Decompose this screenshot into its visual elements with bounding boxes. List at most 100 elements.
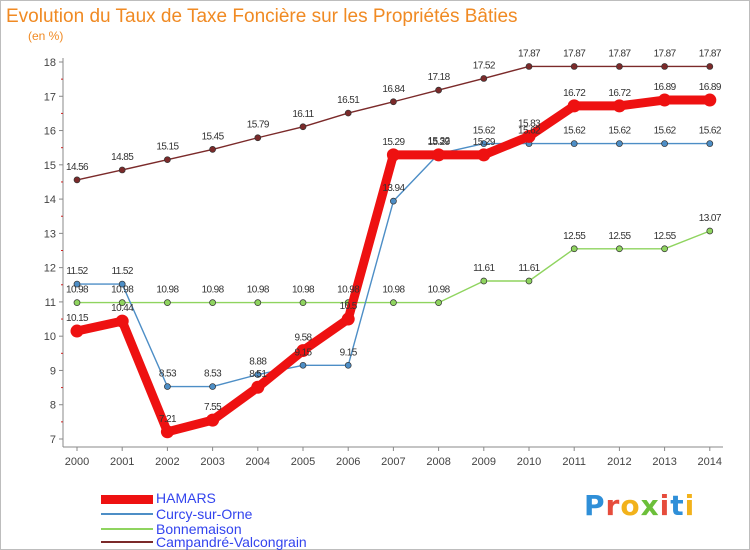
data-point [73,280,81,288]
data-point [118,299,126,306]
data-label: 16.84 [382,84,405,95]
x-tick-label: 2006 [336,456,360,468]
x-tick-label: 2007 [381,456,405,468]
legend-label-curcy: Curcy-sur-Orne [156,506,253,522]
data-point [73,176,81,184]
data-point [477,148,491,162]
x-tick-label: 2012 [607,456,631,468]
data-label: 9.58 [294,333,312,344]
data-label: 17.52 [473,60,496,71]
data-label: 8.53 [159,369,177,380]
data-point [616,63,623,70]
data-label: 17.87 [608,48,631,59]
x-tick-label: 2005 [291,456,315,468]
data-point [254,299,262,306]
data-label: 10.98 [202,285,225,296]
data-label: 16.89 [654,82,677,93]
logo-letter: x [640,489,660,522]
x-tick-label: 2010 [517,456,541,468]
data-point [570,245,578,253]
data-point [254,371,262,378]
data-point [525,63,533,70]
data-label: 15.29 [428,137,451,148]
data-label: 15.62 [473,126,496,137]
data-label: 10.15 [66,313,89,324]
data-point [390,197,397,205]
data-point [209,299,216,306]
data-label: 10.98 [111,285,134,296]
data-label: 10.98 [66,285,89,296]
data-label: 10.98 [292,285,315,296]
data-label: 8.51 [249,369,267,380]
data-label: 15.79 [247,120,270,131]
data-label: 17.87 [654,48,677,59]
data-point [390,98,397,106]
data-label: 9.15 [340,347,358,358]
y-tick-label: 7 [50,434,56,446]
x-tick-label: 2000 [65,456,89,468]
data-point [570,63,578,70]
x-tick-label: 2001 [110,456,134,468]
data-label: 10.5 [340,301,358,312]
data-point [661,245,668,253]
y-tick-label: 14 [44,194,56,206]
data-point [299,123,307,131]
legend-swatch-curcy [101,513,153,515]
x-tick-label: 2013 [652,456,676,468]
data-label: 15.62 [654,126,677,137]
logo-letter: r [605,489,621,522]
data-point [432,148,446,162]
data-label: 14.56 [66,162,89,173]
data-label: 15.62 [608,126,631,137]
data-point [480,277,488,285]
data-label: 17.87 [563,48,586,59]
data-point [341,312,355,326]
logo-letter: P [584,489,606,522]
data-label: 7.55 [204,402,222,413]
data-point [616,140,623,147]
data-label: 10.98 [156,285,179,296]
data-label: 16.89 [699,82,722,93]
data-point [115,314,129,328]
data-label: 15.62 [699,126,722,137]
x-tick-label: 2008 [426,456,450,468]
y-tick-label: 11 [45,297,56,309]
data-label: 11.61 [518,263,540,274]
y-tick-label: 17 [44,91,56,103]
data-point [118,280,126,288]
data-label: 10.98 [337,285,360,296]
data-point [612,99,626,113]
data-label: 13.07 [699,213,722,224]
x-tick-label: 2002 [155,456,179,468]
data-point [435,86,442,94]
data-point [522,129,536,143]
data-label: 7.21 [159,414,177,425]
x-tick-label: 2003 [200,456,224,468]
y-tick-label: 8 [50,400,56,412]
y-tick-label: 9 [50,365,56,377]
data-label: 10.98 [247,285,270,296]
data-point [661,140,668,147]
x-tick-label: 2004 [246,456,270,468]
y-tick-label: 13 [44,228,56,240]
legend-label-campandre: Campandré-Valcongrain [156,534,307,550]
data-label: 10.98 [428,285,451,296]
axes: 7 8 9 10 11 12 13 14 15 16 17 18 2000 2001 2002 2003 200… [44,57,723,468]
data-label: 9.15 [294,347,312,358]
legend-swatch-hamars [101,495,153,504]
data-point [706,227,714,235]
data-label: 11.61 [473,263,495,274]
logo-letter: o [620,489,641,522]
legend-swatch-campandre [101,541,153,543]
data-point [70,324,84,338]
series-layer [70,63,717,439]
data-label: 12.55 [608,231,631,242]
data-point [706,140,714,147]
data-label: 16.51 [337,95,360,106]
data-label: 15.29 [382,137,405,148]
y-tick-label: 18 [44,57,56,69]
data-label: 15.15 [156,142,179,153]
data-label: 10.98 [382,285,405,296]
